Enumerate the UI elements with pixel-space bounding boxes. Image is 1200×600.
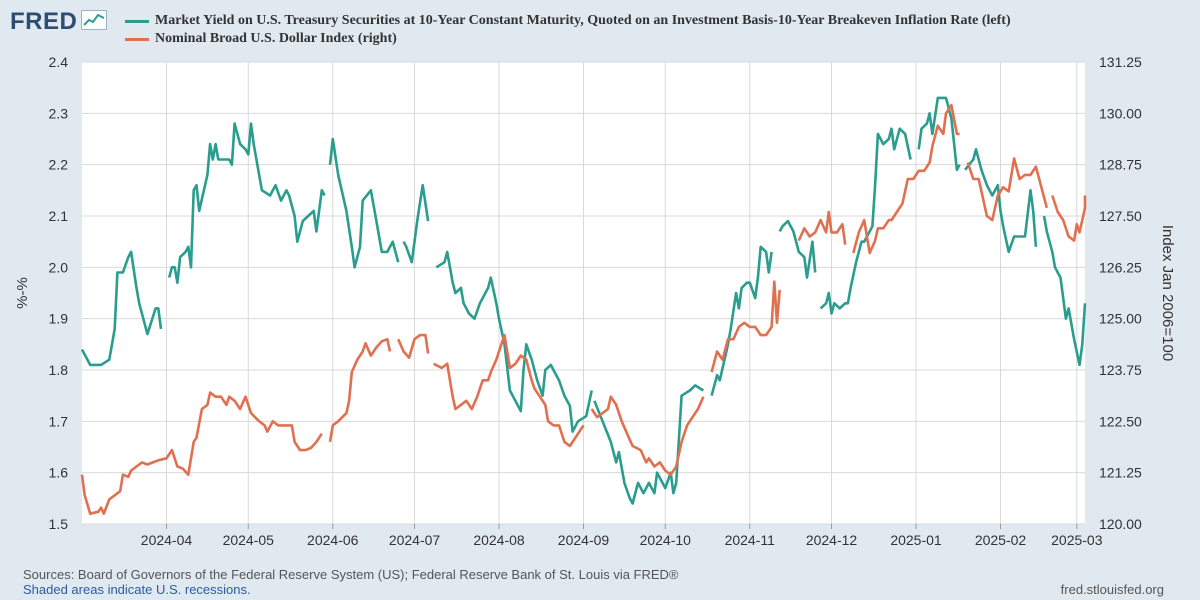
legend-label-spread: Market Yield on U.S. Treasury Securities… [155,13,1011,28]
series-line-segment [590,395,705,477]
y-left-tick-label: 2.0 [49,259,69,275]
y-left-tick-label: 1.8 [49,362,69,378]
series-lines [80,96,1087,516]
legend-item-dollar-index: Nominal Broad U.S. Dollar Index (right) [125,30,1011,48]
legend-item-spread: Market Yield on U.S. Treasury Securities… [125,12,1011,30]
logo-text: FRED [10,8,78,35]
series-line-segment [397,333,430,360]
x-tick-label: 2024-04 [141,532,193,548]
series-spread [80,96,1087,505]
x-tick-label: 2024-08 [473,532,525,548]
y-right-tick-label: 128.75 [1099,157,1142,173]
line-graph-icon [81,9,108,35]
y-right-tick-label: 130.00 [1099,105,1142,121]
y-axis-label-left: %-% [14,277,31,309]
series-line-segment [435,250,593,433]
series-line-segment [80,250,163,367]
y-left-tick-label: 1.6 [49,465,69,481]
y-left-tick-label: 1.5 [49,516,69,532]
series-line-segment [917,96,961,172]
y-axis-label-right: Index Jan 2006=100 [1159,225,1176,361]
series-line-segment [778,219,817,279]
y-right-tick-label: 121.25 [1099,465,1142,481]
y-right-tick-label: 125.00 [1099,311,1142,327]
x-axis-ticks: 2024-04 2024-05 2024-06 2024-07 2024-08 2024-… [141,524,1103,548]
x-tick-label: 2024-07 [389,532,441,548]
grid-lines [82,61,1085,525]
y-left-tick-label: 2.2 [49,157,69,173]
series-line-segment [710,245,773,397]
y-left-tick-label: 2.4 [49,54,69,70]
x-tick-label: 2024-09 [558,532,610,548]
series-line-segment [797,210,847,245]
x-tick-label: 2025-02 [975,532,1027,548]
legend-label-dollar-index: Nominal Broad U.S. Dollar Index (right) [155,31,397,46]
y-left-tick-label: 1.7 [49,413,69,429]
x-tick-label: 2025-01 [890,532,942,548]
site-url[interactable]: fred.stlouisfed.org [1060,582,1164,597]
legend-swatch-spread [125,19,149,23]
sources-text: Sources: Board of Governors of the Feder… [23,567,679,582]
y-left-tick-label: 1.9 [49,311,69,327]
y-right-tick-label: 123.75 [1099,362,1142,378]
series-dollar-index [80,103,1087,516]
series-line-segment [328,337,392,443]
x-tick-label: 2024-11 [725,532,776,548]
series-line-segment [1042,215,1087,367]
footer-sources: Sources: Board of Governors of the Feder… [23,567,679,597]
x-tick-label: 2024-12 [806,532,858,548]
right-axis-ticks: 120.00 121.25 122.50 123.75 125.00 126.25 127.… [1099,54,1142,532]
series-line-segment [964,148,1038,254]
recessions-link[interactable]: Shaded areas indicate U.S. recessions. [23,582,251,597]
legend-swatch-dollar-index [125,37,149,41]
x-tick-label: 2024-06 [307,532,359,548]
chart-legend: Market Yield on U.S. Treasury Securities… [125,12,1011,48]
series-line-segment [167,122,326,285]
left-axis-ticks: 1.5 1.6 1.7 1.8 1.9 2.0 2.1 2.2 2.3 2.4 [49,54,69,532]
series-line-segment [402,183,430,264]
series-line-segment [966,157,1049,222]
y-right-tick-label: 127.50 [1099,208,1142,224]
series-line-segment [80,391,323,516]
series-line-segment [819,127,912,315]
y-right-tick-label: 126.25 [1099,259,1142,275]
series-line-segment [1051,195,1087,242]
y-left-tick-label: 2.3 [49,105,69,121]
series-line-segment [433,333,585,448]
series-line-segment [328,137,400,269]
x-tick-label: 2025-03 [1051,532,1103,548]
y-right-tick-label: 120.00 [1099,516,1142,532]
series-line-segment [852,103,960,255]
fred-logo[interactable]: FRED [10,8,108,36]
y-right-tick-label: 122.50 [1099,413,1142,429]
x-tick-label: 2024-10 [640,532,692,548]
x-tick-label: 2024-05 [223,532,275,548]
series-line-segment [710,280,781,373]
series-line-segment [593,384,705,505]
y-left-tick-label: 2.1 [49,208,69,224]
y-right-tick-label: 131.25 [1099,54,1142,70]
